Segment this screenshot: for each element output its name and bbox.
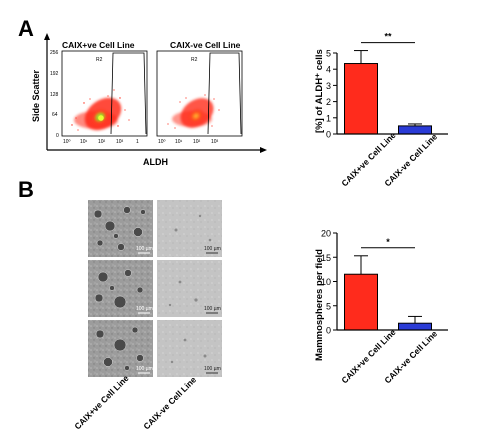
y-tick-label: 2 — [326, 97, 331, 107]
flow-x-arrow — [260, 147, 267, 153]
chart2-bars — [344, 255, 432, 331]
scale-bar-label: 100 µm — [204, 366, 221, 372]
flow-x-ticks-negative: 10⁰ 10¹ 10² 10³ — [158, 139, 219, 145]
micro-column-label-positive: CAIX+ve Cell Line — [72, 373, 131, 432]
flow-x-tick: 10¹ — [175, 139, 183, 145]
scale-bar-label: 100 µm — [136, 306, 153, 312]
scale-bar-label: 100 µm — [204, 306, 221, 312]
micrograph-positive-3: 100 µm — [88, 320, 153, 377]
flow-x-tick: 10¹ — [80, 139, 88, 145]
flow-x-tick: 10² — [98, 139, 106, 145]
flow-y-tick: 128 — [50, 92, 59, 98]
gate-label-r2: R2 — [191, 57, 198, 63]
flow-x-tick: 10² — [193, 139, 201, 145]
flow-y-tick: 256 — [50, 50, 59, 56]
micro-column-label-negative: CAIX-ve Cell Line — [141, 374, 198, 431]
chart1-significance-marker: ** — [384, 32, 392, 42]
scale-bar-label: 100 µm — [136, 366, 153, 372]
y-tick-label: 0 — [326, 326, 331, 336]
flow-x-tick: 10⁰ — [158, 139, 166, 145]
scale-bar-label: 100 µm — [136, 246, 153, 252]
micrograph-positive-1: 100 µm — [88, 200, 153, 257]
chart1-bars — [344, 50, 432, 135]
chart1-y-label: [%] of ALDH⁺ cells — [314, 49, 325, 133]
flow-y-label: Side Scatter — [31, 69, 41, 122]
flow-x-tick: 10³ — [116, 139, 124, 145]
flow-title-negative: CAIX-ve Cell Line — [170, 40, 241, 50]
chart2-y-label: Mammospheres per field — [314, 249, 325, 361]
flow-x-label: ALDH — [143, 157, 168, 167]
flow-title-positive: CAIX+ve Cell Line — [62, 40, 135, 50]
micrograph-grid: 100 µm 100 µm 100 µm 100 µm — [72, 200, 222, 431]
flow-y-ticks: 256 192 128 64 0 — [50, 50, 59, 139]
y-tick-label: 10 — [321, 277, 331, 287]
scale-bar-label: 100 µm — [204, 246, 221, 252]
micrograph-negative-2: 100 µm — [157, 260, 222, 317]
y-tick-label: 0 — [326, 130, 331, 140]
flow-x-ticks-positive: 10⁰ 10¹ 10² 10³ 1 — [63, 139, 139, 145]
flow-y-arrow — [44, 33, 50, 40]
bar — [398, 322, 432, 331]
flow-cytometry: CAIX+ve Cell Line CAIX-ve Cell Line R2 — [31, 33, 267, 167]
flow-y-tick: 0 — [56, 133, 59, 139]
flow-y-tick: 64 — [52, 112, 58, 118]
panel-label-b: B — [18, 177, 34, 202]
bar — [344, 63, 378, 135]
micrograph-negative-3: 100 µm — [157, 320, 222, 377]
chart2-y-ticks: 0 5 10 15 20 — [321, 229, 337, 336]
bar — [344, 273, 378, 331]
y-tick-label: 5 — [326, 301, 331, 311]
panel-label-a: A — [18, 16, 34, 41]
micrograph-negative-1: 100 µm — [157, 200, 222, 257]
flow-x-tick: 10³ — [211, 139, 219, 145]
y-tick-label: 1 — [326, 113, 331, 123]
flow-y-tick: 192 — [50, 71, 59, 77]
flow-plot-positive: R2 — [61, 50, 148, 137]
flow-plot-negative: R2 — [156, 50, 243, 137]
flow-x-tick: 1 — [136, 139, 139, 145]
chart1-y-ticks: 0 1 2 3 4 5 — [326, 49, 337, 140]
y-tick-label: 5 — [326, 49, 331, 59]
gate-label-r2: R2 — [96, 57, 103, 63]
chart2-significance-marker: * — [386, 237, 390, 247]
micrograph-positive-2: 100 µm — [88, 260, 153, 317]
bar — [398, 125, 432, 135]
y-tick-label: 4 — [326, 65, 331, 75]
y-tick-label: 15 — [321, 253, 331, 263]
y-tick-label: 20 — [321, 229, 331, 239]
y-tick-label: 3 — [326, 81, 331, 91]
flow-x-tick: 10⁰ — [63, 139, 71, 145]
